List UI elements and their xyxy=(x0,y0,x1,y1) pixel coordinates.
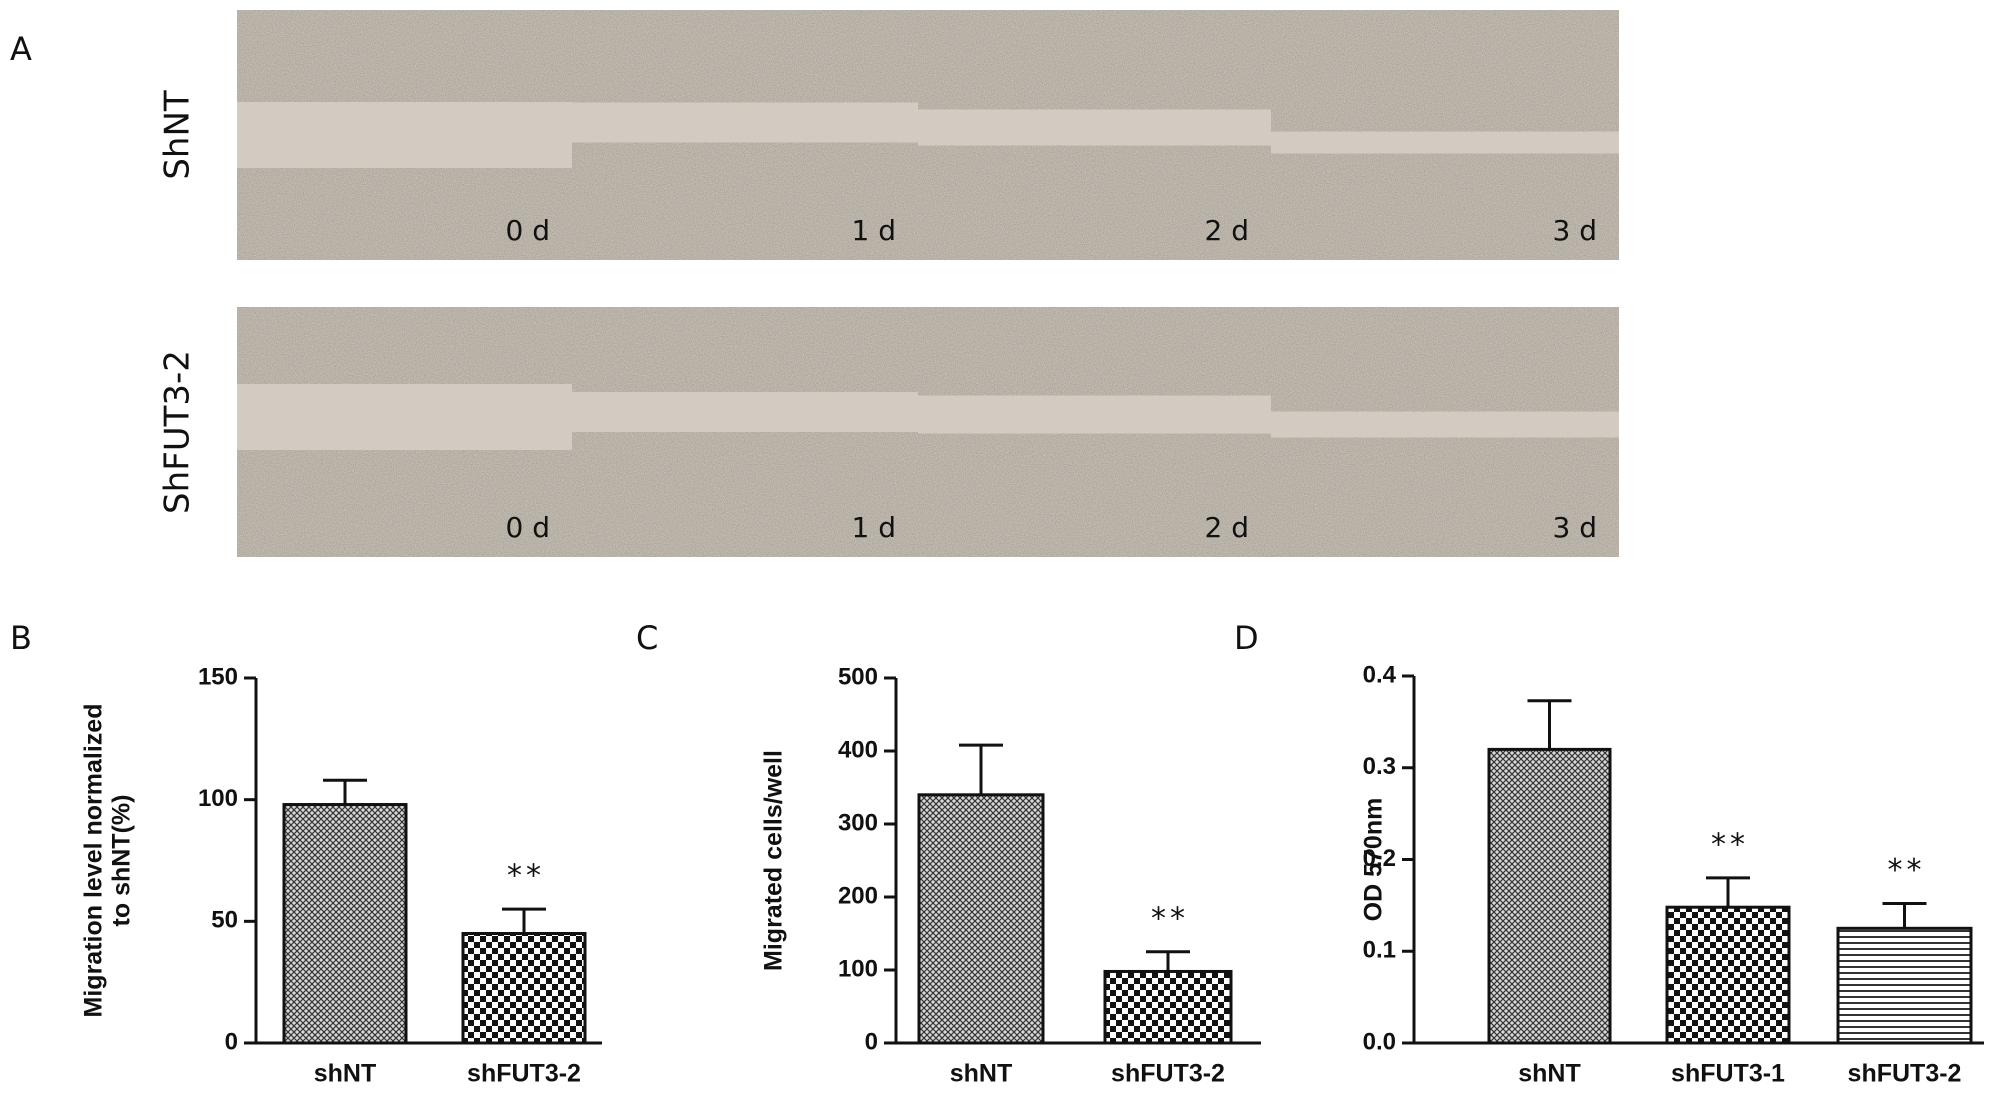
y-tick-label: 0.3 xyxy=(1363,753,1396,780)
time-label: 2 d xyxy=(1205,214,1250,247)
panel-label: D xyxy=(1234,619,1259,657)
time-label: 1 d xyxy=(852,214,897,247)
x-tick-label: shNT xyxy=(314,1060,377,1088)
error-bar xyxy=(1527,699,1572,750)
wound-gap xyxy=(572,102,918,143)
y-tick-label: 0 xyxy=(865,1028,878,1055)
y-axis-label: OD 570nm xyxy=(1360,798,1388,922)
row-label: ShFUT3-2 xyxy=(158,350,198,514)
x-tick-label: shNT xyxy=(950,1060,1013,1088)
wound-gap xyxy=(918,395,1271,434)
error-bar xyxy=(502,907,546,934)
error-bar xyxy=(959,743,1003,795)
x-tick-label: shNT xyxy=(1518,1060,1581,1088)
y-tick-label: 0 xyxy=(225,1028,238,1055)
time-label: 1 d xyxy=(852,511,897,544)
row-label: ShNT xyxy=(158,90,198,180)
time-label: 2 d xyxy=(1205,511,1250,544)
y-axis-label: Migration level normalized xyxy=(80,704,108,1018)
significance: ** xyxy=(1888,853,1926,888)
significance: ** xyxy=(1711,827,1749,862)
panel-label: C xyxy=(636,619,658,657)
y-tick-label: 400 xyxy=(838,736,878,763)
error-bar xyxy=(1882,902,1927,929)
y-tick-label: 0.0 xyxy=(1363,1028,1396,1055)
y-axis-label: Migrated cells/well xyxy=(760,750,788,971)
error-bar xyxy=(1706,876,1750,908)
time-label: 3 d xyxy=(1553,511,1598,544)
bar xyxy=(917,793,1045,1045)
y-axis-label: to shNT(%) xyxy=(108,795,136,927)
wound-gap xyxy=(237,102,572,168)
bar xyxy=(1487,747,1612,1045)
x-tick-label: shFUT3-2 xyxy=(1848,1060,1962,1088)
y-tick-label: 300 xyxy=(838,809,878,836)
bar xyxy=(1665,905,1791,1045)
wound-gap xyxy=(572,392,918,432)
wound-gap xyxy=(918,109,1271,146)
y-tick-label: 50 xyxy=(211,907,238,934)
y-tick-label: 0.1 xyxy=(1363,937,1396,964)
x-tick-label: shFUT3-2 xyxy=(467,1060,581,1088)
bar xyxy=(1836,926,1973,1045)
panel-label: B xyxy=(10,619,32,657)
y-tick-label: 100 xyxy=(838,955,878,982)
error-bar xyxy=(1146,950,1190,972)
time-label: 3 d xyxy=(1553,214,1598,247)
significance: ** xyxy=(507,859,545,894)
y-tick-label: 0.2 xyxy=(1363,845,1396,872)
x-tick-label: shFUT3-2 xyxy=(1111,1060,1225,1088)
y-tick-label: 100 xyxy=(198,785,238,812)
bar xyxy=(282,803,408,1045)
bar xyxy=(1103,969,1233,1045)
significance: ** xyxy=(1151,901,1189,936)
time-label: 0 d xyxy=(506,214,551,247)
bar xyxy=(461,932,587,1045)
wound-gap xyxy=(1271,131,1619,154)
y-tick-label: 200 xyxy=(838,882,878,909)
wound-gap xyxy=(237,384,572,450)
time-label: 0 d xyxy=(506,511,551,544)
y-tick-label: 0.4 xyxy=(1363,661,1397,688)
x-tick-label: shFUT3-1 xyxy=(1671,1060,1785,1088)
y-tick-label: 150 xyxy=(198,663,238,690)
wound-gap xyxy=(1271,411,1619,438)
y-tick-label: 500 xyxy=(838,663,878,690)
panel-label: A xyxy=(10,30,32,68)
error-bar xyxy=(323,778,367,805)
